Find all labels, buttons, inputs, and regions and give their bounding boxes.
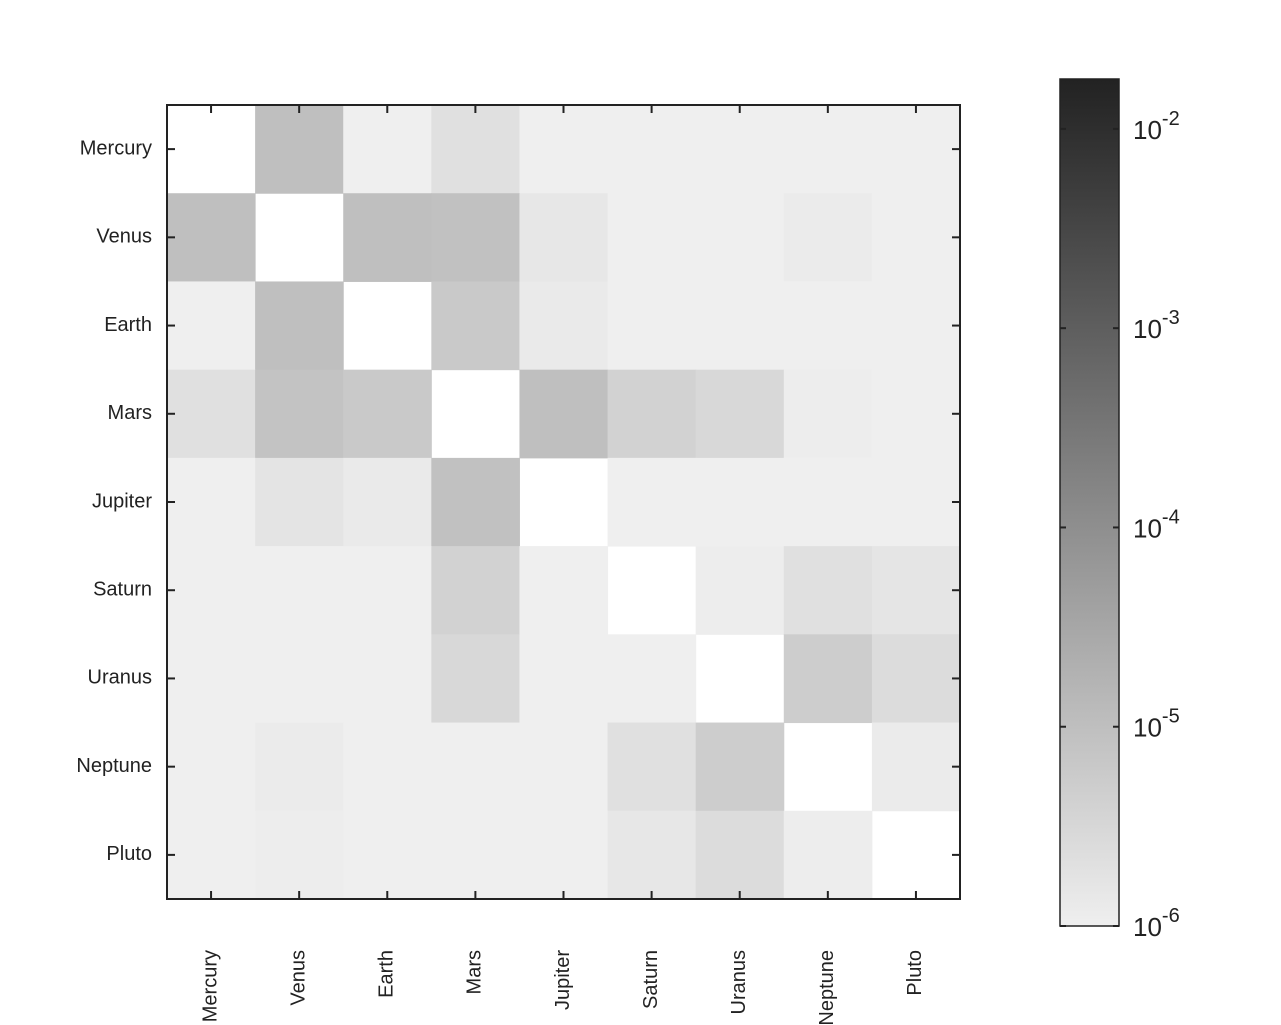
heatmap-cell: [343, 457, 432, 547]
heatmap-cell: [255, 634, 344, 724]
heatmap-cell: [783, 546, 873, 635]
heatmap-cell: [695, 546, 785, 635]
heatmap-cell: [871, 281, 961, 371]
heatmap-cell: [783, 281, 873, 371]
heatmap-cell: [695, 457, 785, 547]
heatmap-cell: [519, 810, 609, 900]
heatmap-cell: [871, 722, 961, 812]
heatmap-cell: [431, 457, 520, 547]
heatmap-cell: [431, 281, 520, 371]
heatmap-cell: [255, 546, 344, 635]
heatmap-cell: [167, 193, 256, 282]
heatmap-cell: [343, 546, 432, 635]
heatmap-cell: [607, 634, 697, 724]
y-tick-label: Uranus: [88, 667, 152, 689]
y-tick-label: Neptune: [76, 755, 152, 777]
heatmap-cell: [167, 369, 256, 459]
heatmap-cell: [607, 281, 697, 371]
heatmap-cell: [695, 105, 785, 194]
heatmap-cell: [783, 193, 873, 282]
y-tick-label: Earth: [104, 314, 152, 336]
heatmap-cell: [519, 193, 609, 282]
heatmap-cell: [783, 457, 873, 547]
heatmap-cell: [783, 105, 873, 194]
heatmap-cell: [783, 634, 873, 724]
heatmap-cell: [167, 457, 256, 547]
x-tick-label: Uranus: [728, 950, 750, 1014]
heatmap-cell: [255, 810, 344, 900]
heatmap-cell: [343, 105, 432, 194]
y-tick-label: Saturn: [93, 579, 152, 601]
heatmap-cell: [519, 105, 609, 194]
x-tick-label: Pluto: [904, 950, 926, 996]
heatmap-cell: [343, 810, 432, 900]
y-tick-label: Venus: [96, 226, 152, 248]
heatmap-cell: [607, 193, 697, 282]
x-tick-label: Saturn: [640, 950, 662, 1009]
heatmap-cell: [871, 105, 961, 194]
y-tick-label: Jupiter: [92, 490, 152, 512]
heatmap-cell: [607, 457, 697, 547]
heatmap-cell: [607, 369, 697, 459]
colorbar-tick-label: 10-4: [1133, 506, 1180, 543]
heatmap-cell: [255, 105, 344, 194]
heatmap-cell: [871, 546, 961, 635]
colorbar-tick-label: 10-6: [1133, 905, 1180, 942]
heatmap-cell: [167, 281, 256, 371]
colorbar-tick-label: 10-5: [1133, 706, 1180, 743]
heatmap-cell: [695, 810, 785, 900]
heatmap-cell: [519, 722, 609, 812]
axes-frame: [166, 104, 961, 900]
heatmap-cell: [871, 634, 961, 724]
heatmap-cell: [167, 810, 256, 900]
heatmap-cell: [519, 369, 609, 459]
heatmap-cell: [255, 457, 344, 547]
heatmap-cell: [343, 634, 432, 724]
heatmap-cell: [695, 281, 785, 371]
y-tick-label: Pluto: [106, 843, 152, 865]
heatmap-cell: [695, 722, 785, 812]
heatmap-cell: [519, 546, 609, 635]
heatmap-cell: [607, 105, 697, 194]
x-tick-label: Earth: [376, 950, 398, 998]
y-tick-label: Mercury: [80, 137, 152, 159]
heatmap-cell: [871, 369, 961, 459]
heatmap-cell: [607, 810, 697, 900]
heatmap-cell: [783, 369, 873, 459]
heatmap-cell: [871, 193, 961, 282]
heatmap-cell: [431, 546, 520, 635]
heatmap-cell: [343, 722, 432, 812]
heatmap-cell: [519, 281, 609, 371]
heatmap-cell: [167, 546, 256, 635]
heatmap-cell: [431, 105, 520, 194]
x-tick-label: Mercury: [199, 950, 221, 1022]
x-tick-label: Jupiter: [552, 950, 574, 1010]
heatmap-cell: [607, 722, 697, 812]
heatmap-cell: [343, 369, 432, 459]
x-tick-label: Neptune: [816, 950, 838, 1025]
colorbar-tick-label: 10-3: [1133, 307, 1180, 344]
heatmap-cell: [255, 722, 344, 812]
colorbar-tick-label: 10-2: [1133, 108, 1180, 145]
y-tick-label: Mars: [108, 402, 152, 424]
x-tick-label: Mars: [464, 950, 486, 994]
heatmap-cell: [695, 369, 785, 459]
heatmap-cell: [431, 634, 520, 724]
colorbar: [1059, 78, 1120, 927]
heatmap-cell: [343, 193, 432, 282]
heatmap-cell: [167, 634, 256, 724]
heatmap-cell: [431, 810, 520, 900]
heatmap-cell: [431, 722, 520, 812]
heatmap-cell: [255, 369, 344, 459]
heatmap-cell: [871, 457, 961, 547]
heatmap-cell: [431, 193, 520, 282]
heatmap-cell: [167, 722, 256, 812]
heatmap-cell: [255, 281, 344, 371]
heatmap-cell: [695, 193, 785, 282]
x-tick-label: Venus: [287, 950, 309, 1006]
heatmap-cell: [783, 810, 873, 900]
heatmap-cell: [519, 634, 609, 724]
